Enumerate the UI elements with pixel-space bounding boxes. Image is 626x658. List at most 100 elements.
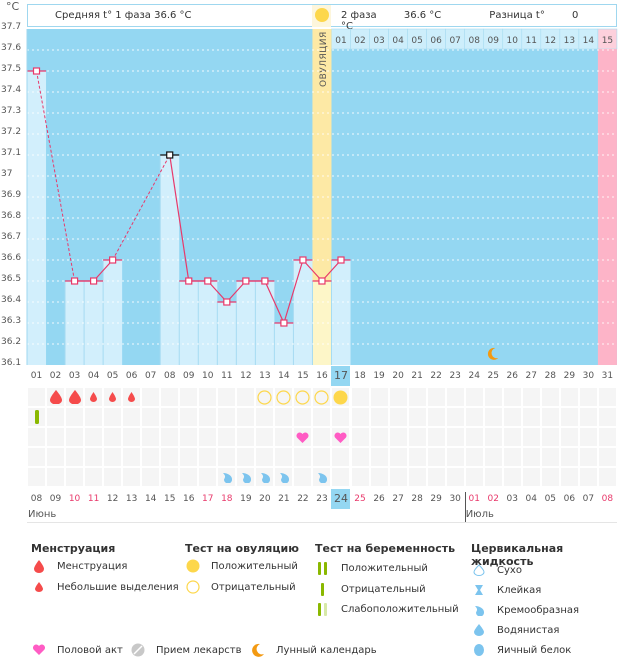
calendar-date-label: 05: [544, 494, 557, 504]
calendar-date-label: 26: [373, 494, 385, 504]
phase2-day-label: 06: [430, 36, 442, 46]
calendar-date-label: 08: [601, 494, 614, 504]
calendar-date-label: 20: [259, 494, 271, 504]
marker-cell: [503, 448, 521, 466]
cycle-day-label: 06: [125, 371, 138, 381]
marker-cell: [465, 388, 483, 406]
temperature-line-segment: [283, 259, 304, 324]
cycle-day-label: 18: [354, 371, 366, 381]
marker-cell: [484, 448, 502, 466]
legend-label: Отрицательный: [341, 583, 426, 595]
marker-cell: [484, 388, 502, 406]
cycle-day-label: 19: [373, 371, 385, 381]
phase2-label: 2 фаза: [341, 10, 377, 21]
marker-cell: [180, 448, 198, 466]
marker-cell: [503, 388, 521, 406]
calendar-date-label: 06: [563, 494, 576, 504]
legend-ovulation-negative: Отрицательный: [185, 580, 296, 594]
marker-cell: [408, 388, 426, 406]
empty-drop-icon: [471, 563, 487, 577]
legend-label: Слабоположительный: [341, 603, 459, 615]
month-label: Июль: [465, 509, 494, 520]
marker-cell: [370, 448, 388, 466]
legend-ovulation-positive: Положительный: [185, 559, 298, 573]
marker-cell: [275, 428, 293, 446]
phase2-day-label: 11: [526, 36, 537, 46]
marker-cell: [142, 468, 160, 486]
y-tick-label: 36.6: [1, 253, 22, 263]
marker-cell: [275, 408, 293, 426]
cycle-day-label: 21: [411, 371, 423, 381]
temperature-point: [109, 256, 117, 264]
intercourse-icon: [331, 428, 350, 446]
calendar-date-label: 15: [163, 494, 176, 504]
temperature-point: [70, 277, 79, 285]
legend-label: Отрицательный: [211, 581, 296, 593]
marker-cell: [199, 468, 217, 486]
y-tick-label: 36.1: [1, 358, 22, 368]
marker-cell: [389, 448, 407, 466]
marker-cell: [560, 408, 578, 426]
y-tick-label: 36.3: [1, 316, 22, 326]
marker-cell: [579, 408, 597, 426]
ovulation-sun-icon: [315, 8, 329, 22]
cycle-day-label: 04: [87, 371, 100, 381]
marker-cell: [161, 388, 179, 406]
marker-cell: [123, 448, 141, 466]
marker-cell: [484, 468, 502, 486]
marker-cell: [66, 448, 84, 466]
ovulation-label: ОВУЛЯЦИЯ: [319, 31, 329, 87]
cycle-day-label: 09: [183, 371, 195, 381]
marker-cell: [503, 468, 521, 486]
marker-cell: [142, 448, 160, 466]
temperature-point: [318, 277, 326, 285]
calendar-date-label: 04: [525, 494, 537, 504]
marker-cell: [104, 468, 122, 486]
calendar-date-label: 10: [68, 494, 81, 504]
cycle-day-label: 25: [487, 371, 499, 381]
temperature-bar: [293, 260, 313, 365]
marker-cell: [541, 408, 559, 426]
cervical-creamy-icon: [255, 468, 274, 486]
calendar-date-label: 28: [411, 494, 423, 504]
marker-cell: [598, 408, 616, 426]
creamy-drop-icon: [471, 603, 487, 617]
y-tick-label: 37.4: [1, 85, 22, 95]
y-tick-label: 36.4: [1, 295, 22, 305]
y-tick-label: 37: [1, 169, 13, 179]
marker-cell: [522, 428, 540, 446]
marker-cell: [389, 428, 407, 446]
marker-cell: [28, 448, 46, 466]
month-label: Июнь: [28, 509, 57, 520]
marker-cell: [142, 428, 160, 446]
temperature-point: [204, 277, 212, 285]
moon-icon: [487, 347, 499, 360]
marker-cell: [218, 448, 236, 466]
spotting-icon: [122, 388, 141, 406]
marker-cell: [313, 408, 331, 426]
marker-cell: [104, 408, 122, 426]
marker-cell: [256, 408, 274, 426]
phase1-summary: Средняя t° 1 фаза 36.6 °C: [27, 4, 312, 27]
marker-cell: [370, 468, 388, 486]
marker-cell: [104, 428, 122, 446]
marker-cell: [199, 448, 217, 466]
legend-cervical-dry: Сухо: [471, 563, 522, 577]
y-tick-label: 37.7: [1, 22, 22, 32]
cycle-day-label: 11: [221, 371, 233, 381]
y-tick-label: 37.1: [1, 148, 22, 158]
legend-label: Водянистая: [497, 624, 560, 636]
marker-cell: [427, 408, 445, 426]
calendar-date-label: 19: [240, 494, 252, 504]
cycle-day-label: 23: [449, 371, 461, 381]
phase1-value: 36.6 °C: [154, 10, 192, 21]
marker-cell: [522, 388, 540, 406]
phase2-day-label: 03: [373, 36, 384, 46]
ovulation-test-negative-icon: [255, 388, 274, 406]
cycle-day-label: 15: [297, 371, 309, 381]
legend-moon: Лунный календарь: [250, 643, 377, 657]
temperature-point: [223, 298, 231, 306]
marker-cell: [560, 388, 578, 406]
marker-cell: [218, 408, 236, 426]
spotting-icon: [103, 388, 122, 406]
